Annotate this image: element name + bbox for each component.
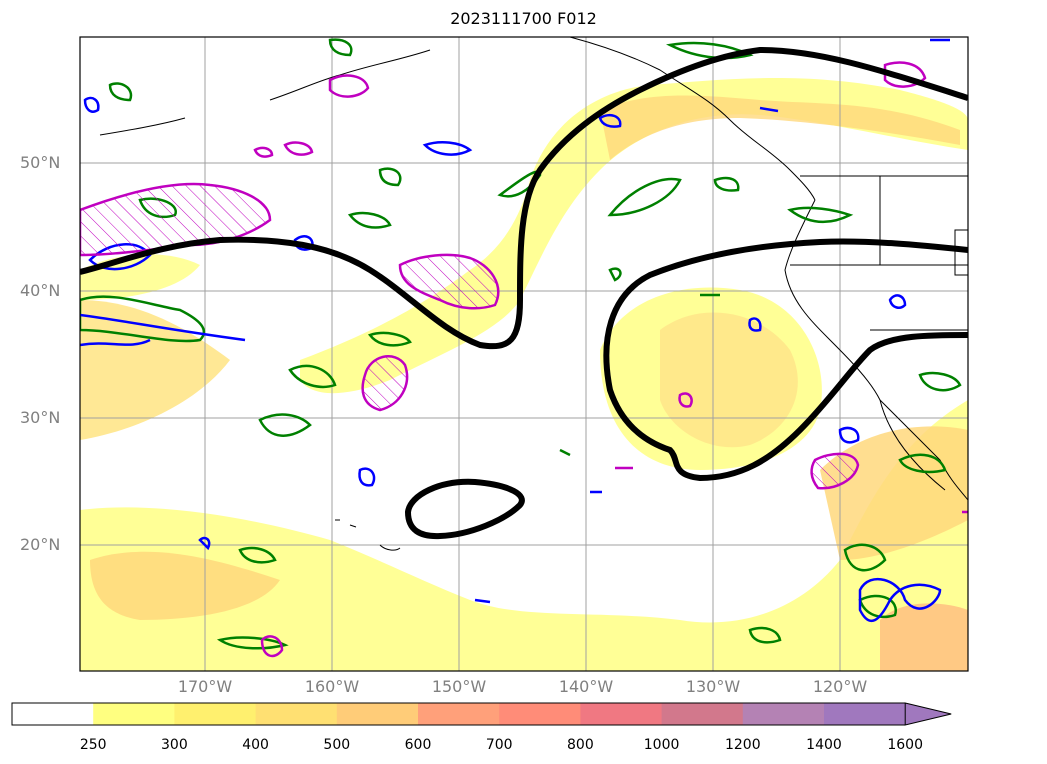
colorbar-extend-arrow [904,702,952,726]
colorbar-segment [661,703,744,725]
colorbar-tick-label: 300 [161,737,188,753]
colorbar-tick-label: 250 [79,737,107,753]
lon-label-140w: 140°W [558,677,614,696]
colorbar-tick-label: 1000 [643,737,680,753]
colorbar-segment [93,703,175,725]
colorbar-tick-label: 1600 [887,737,923,753]
colorbar-frame [11,702,906,726]
lon-label-120w: 120°W [812,677,868,696]
colorbar-segment [499,703,581,725]
colorbar-segment [174,703,257,725]
lon-label-170w: 170°W [177,677,233,696]
colorbar-segment [336,703,419,725]
lat-label-40n: 40°N [20,281,61,300]
colorbar-tick-label: 500 [323,737,351,753]
colorbar-tick-label: 1400 [806,737,842,753]
shaded-field [80,78,968,671]
gridlines [80,37,968,671]
colorbar-tick-label: 400 [242,737,269,753]
colorbar-segment [742,703,825,725]
lon-label-130w: 130°W [685,677,741,696]
colorbar-tick-label: 700 [485,737,513,753]
colorbar-segment [418,703,500,725]
colorbar [11,702,952,726]
lon-label-160w: 160°W [304,677,360,696]
colorbar-segment [12,703,94,725]
lat-label-30n: 30°N [20,408,61,427]
jet-contour-lines [80,46,968,540]
colorbar-segment [824,703,906,725]
colorbar-tick-label: 800 [567,737,594,753]
colorbar-tick-label: 600 [404,737,432,753]
map-frame [79,36,969,672]
colorbar-tick-label: 1200 [724,737,761,753]
colorbar-segment [580,703,663,725]
map-title: 2023111700 F012 [450,9,597,28]
lat-label-50n: 50°N [20,153,61,172]
colorbar-segment [255,703,338,725]
lat-label-20n: 20°N [20,535,61,554]
lon-label-150w: 150°W [431,677,487,696]
